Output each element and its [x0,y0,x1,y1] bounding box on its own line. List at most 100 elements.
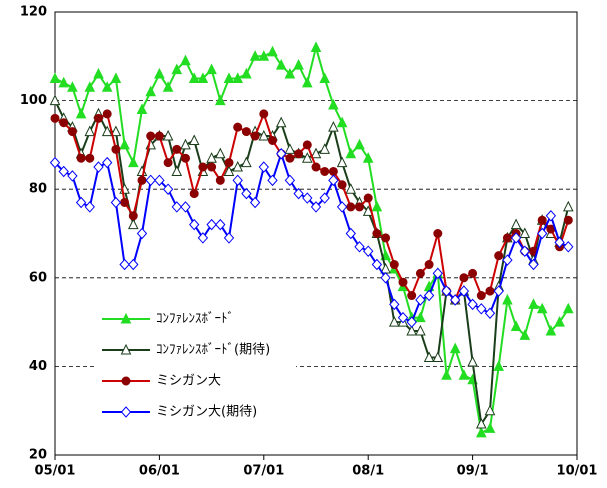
point [101,81,113,92]
point [146,131,156,141]
point [267,45,278,57]
x-tick-label: 09/1 [457,464,489,479]
point [49,94,61,106]
point [545,210,557,222]
point [432,351,444,363]
point [432,267,443,280]
point [502,233,512,243]
point [145,174,156,187]
point [93,67,104,79]
point [380,272,391,284]
point [328,174,339,187]
point [172,144,182,154]
point [397,311,409,324]
point [389,298,400,311]
point [371,200,383,212]
point [119,258,130,271]
point [267,174,278,187]
point [128,258,139,271]
point [102,156,113,169]
point [171,63,183,75]
point [223,232,235,244]
point [319,192,330,204]
point [545,324,557,336]
legend-label: ミシガン大 [156,374,221,389]
point [136,227,148,240]
x-tick-label: 06/01 [139,464,180,479]
point [232,72,244,83]
point [388,315,400,327]
point [354,138,365,150]
point [433,229,443,238]
point [458,369,470,380]
point [214,94,226,106]
y-tick-label: 20 [29,448,47,463]
point [171,165,183,176]
point [101,125,113,137]
point [50,113,60,123]
y-tick-label: 100 [20,93,47,108]
series-line [54,150,569,324]
point [355,202,364,212]
point [563,215,573,225]
point [467,298,478,311]
point [241,187,252,200]
point [293,187,304,200]
point [528,298,539,309]
point [259,109,269,119]
point [398,277,408,287]
point [188,72,200,83]
point [258,129,270,141]
point [120,343,132,355]
point [197,72,209,83]
point [519,245,530,257]
point [102,109,112,119]
point [207,162,217,172]
point [493,285,504,297]
point [232,174,243,187]
point [381,233,391,243]
point [328,166,338,176]
point [484,422,496,433]
point [137,175,147,185]
y-tick-label: 80 [29,182,47,197]
point [475,426,487,438]
point [180,138,191,150]
point [310,41,322,52]
point [136,103,148,114]
point [223,165,235,176]
point [128,211,138,221]
point [510,218,522,230]
point [328,98,339,110]
point [67,81,78,92]
point [163,158,173,168]
point [407,291,417,301]
x-tick-label: 08/1 [352,464,384,479]
point [214,147,226,159]
point [475,417,487,429]
point [232,160,244,172]
point [145,85,157,97]
point [336,201,348,213]
point [362,152,374,163]
point [354,241,365,253]
point [537,227,548,240]
x-tick-label: 07/01 [243,464,284,479]
point [110,196,122,209]
point [206,218,217,231]
point [519,329,531,340]
point [223,72,235,83]
point [406,324,418,336]
point [275,59,287,70]
point [181,153,190,163]
point [554,236,565,249]
legend-label: ｺﾝﾌｧﾚﾝｽﾎﾞｰﾄﾞ [156,312,234,327]
point [345,227,356,240]
point [59,118,69,128]
point [562,200,574,212]
point [310,147,322,159]
point [415,294,426,306]
point [363,245,374,257]
point [441,285,452,297]
point [189,218,200,231]
